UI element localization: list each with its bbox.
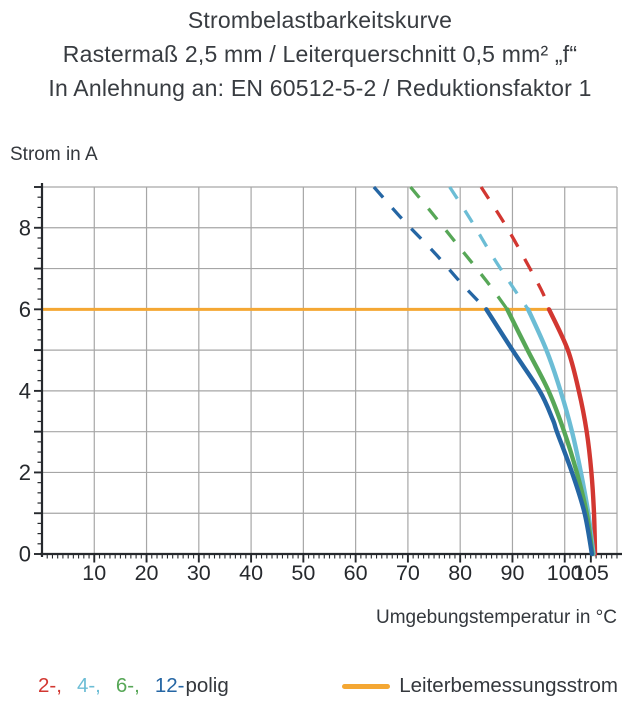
x-tick-label: 60	[344, 561, 368, 585]
chart-title-line-1: Strombelastbarkeitskurve	[187, 7, 453, 33]
curve-dashed-6-polig	[409, 185, 509, 311]
x-tick-label: 100	[547, 561, 583, 585]
chart-title-line-2: Rastermaß 2,5 mm / Leiterquerschnitt 0,5…	[62, 41, 578, 67]
y-tick-label: 4	[19, 378, 31, 403]
curve-solid-2-polig	[546, 307, 598, 557]
x-tick-label: 10	[82, 561, 106, 585]
legend-pole-suffix: polig	[185, 674, 229, 697]
curve-dashed-4-polig	[448, 186, 530, 311]
legend-pole-item: 2-,	[38, 674, 62, 697]
legend-rated-current: Leiterbemessungsstrom	[342, 674, 618, 698]
legend-poles: 2-, 4-, 6-, 12-polig	[38, 674, 229, 698]
x-tick-label: 40	[239, 561, 263, 585]
curve-dashed-2-polig	[479, 186, 551, 310]
legend-pole-item: 4-,	[76, 674, 101, 697]
y-tick-label: 6	[19, 297, 31, 322]
x-axis-title: Umgebungstemperatur in °C	[376, 607, 617, 628]
x-tick-label: 20	[135, 561, 159, 585]
y-tick-label: 0	[19, 542, 31, 567]
curve-dashed-12-polig	[372, 185, 488, 311]
legend-pole-item: 12-	[154, 674, 185, 697]
x-tick-label: 90	[500, 561, 524, 585]
y-tick-label: 2	[19, 460, 31, 485]
y-tick-label: 8	[19, 215, 31, 240]
x-tick-label: 70	[396, 561, 420, 585]
chart-title-block: Strombelastbarkeitskurve Rastermaß 2,5 m…	[0, 3, 640, 105]
x-tick-label: 80	[448, 561, 472, 585]
chart-title-line-3: In Anlehnung an: EN 60512-5-2 / Reduktio…	[48, 75, 592, 101]
x-tick-label: 105	[573, 561, 609, 585]
x-tick-label: 30	[187, 561, 211, 585]
x-tick-label: 50	[291, 561, 315, 585]
rated-current-line-swatch	[342, 683, 391, 689]
curve-solid-12-polig	[484, 307, 595, 557]
legend-pole-item: 6-,	[115, 674, 140, 697]
legend-row: 2-, 4-, 6-, 12-polig Leiterbemessungsstrom	[38, 667, 618, 705]
rated-current-label: Leiterbemessungsstrom	[399, 674, 618, 697]
y-axis-title: Strom in A	[10, 144, 98, 165]
